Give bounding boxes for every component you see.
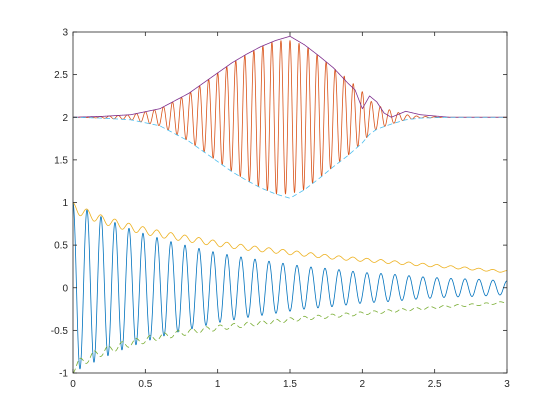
series-modulated-upper-envelope: [72, 35, 508, 118]
y-tick-label: 0: [62, 283, 68, 294]
x-tick-label: 3: [504, 379, 510, 390]
series-modulated-lower-envelope: [72, 116, 508, 199]
x-tick-label: 1: [215, 379, 221, 390]
x-tick-label: 0: [70, 379, 76, 390]
series-modulated-signal: [72, 40, 508, 195]
series-decaying-signal: [72, 202, 508, 370]
y-tick-label: -1: [59, 369, 68, 380]
y-tick-label: -0.5: [51, 326, 69, 337]
y-tick-label: 1: [62, 198, 68, 209]
y-tick-label: 0.5: [54, 241, 68, 252]
x-tick-label: 0.5: [138, 379, 152, 390]
x-tick-label: 2: [360, 379, 366, 390]
tick-layer: 0 0.5 1 1.5 2 2.5 3 -1 -0.5 0 0.5 1 1.5 2 2.5 3: [51, 28, 510, 391]
y-tick-label: 1.5: [54, 155, 68, 166]
series-upper-envelope: [72, 202, 508, 273]
x-tick-label: 2.5: [428, 379, 442, 390]
series-lower-envelope: [72, 301, 508, 374]
y-tick-label: 3: [62, 28, 68, 39]
x-tick-label: 1.5: [283, 379, 297, 390]
series-layer: [72, 35, 508, 374]
y-tick-label: 2.5: [54, 70, 68, 81]
y-tick-label: 2: [62, 113, 68, 124]
